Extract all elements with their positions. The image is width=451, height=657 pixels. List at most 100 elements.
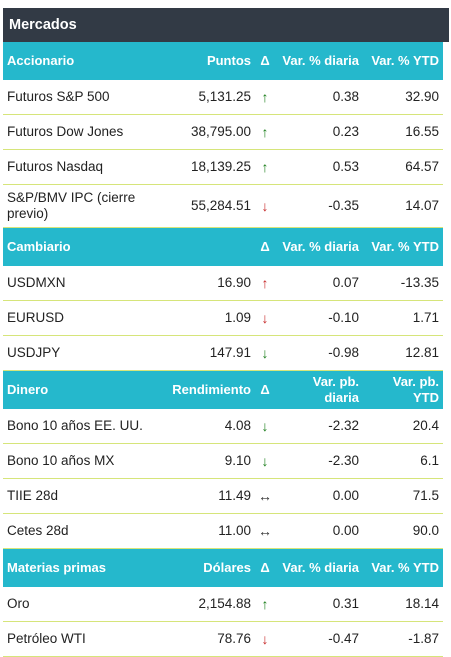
table-row: USDJPY 147.91 ↓ -0.98 12.81 <box>3 335 443 371</box>
instrument-value: 4.08 <box>158 409 255 444</box>
instrument-name: EURUSD <box>3 300 158 336</box>
change-arrow-icon: ↓ <box>255 300 275 336</box>
instrument-value: 78.76 <box>158 621 255 657</box>
daily-change: 0.23 <box>275 114 363 150</box>
ytd-column-header: Var. % YTD <box>363 42 443 80</box>
daily-change: 0.31 <box>275 587 363 622</box>
change-arrow-icon: ↑ <box>255 587 275 622</box>
instrument-name: Bono 10 años MX <box>3 443 158 479</box>
instrument-name: TIIE 28d <box>3 478 158 514</box>
table-row: Cetes 28d 11.00 ↔ 0.00 90.0 <box>3 513 443 549</box>
value-column-header: Dólares <box>158 548 255 587</box>
value-column-header: Puntos <box>158 42 255 80</box>
daily-change: -2.30 <box>275 443 363 479</box>
ytd-change: 64.57 <box>363 149 443 185</box>
instrument-name: Oro <box>3 587 158 622</box>
instrument-value: 9.10 <box>158 443 255 479</box>
table-row: Futuros Dow Jones 38,795.00 ↑ 0.23 16.55 <box>3 114 443 150</box>
instrument-value: 2,154.88 <box>158 587 255 622</box>
ytd-change: 20.4 <box>363 409 443 444</box>
delta-column-header: Δ <box>255 227 275 266</box>
table-row: Bono 10 años EE. UU. 4.08 ↓ -2.32 20.4 <box>3 409 443 444</box>
ytd-change: 14.07 <box>363 184 443 228</box>
ytd-change: 90.0 <box>363 513 443 549</box>
instrument-name: Futuros S&P 500 <box>3 80 158 115</box>
change-arrow-icon: ↑ <box>255 149 275 185</box>
ytd-change: 18.14 <box>363 587 443 622</box>
daily-change: -0.98 <box>275 335 363 371</box>
daily-change: 0.53 <box>275 149 363 185</box>
change-arrow-icon: ↔ <box>255 478 275 514</box>
daily-change: 0.38 <box>275 80 363 115</box>
instrument-value: 11.00 <box>158 513 255 549</box>
change-arrow-icon: ↑ <box>255 114 275 150</box>
daily-change: 0.00 <box>275 478 363 514</box>
table-row: S&P/BMV IPC (cierre previo) 55,284.51 ↓ -0.… <box>3 184 443 228</box>
daily-column-header: Var. pb. diaria <box>275 370 363 409</box>
table-row: USDMXN 16.90 ↑ 0.07 -13.35 <box>3 266 443 301</box>
section-title: Accionario <box>3 42 158 80</box>
instrument-value: 55,284.51 <box>158 184 255 228</box>
instrument-name: Futuros Dow Jones <box>3 114 158 150</box>
ytd-column-header: Var. % YTD <box>363 227 443 266</box>
ytd-change: -1.87 <box>363 621 443 657</box>
delta-column-header: Δ <box>255 370 275 409</box>
instrument-value: 1.09 <box>158 300 255 336</box>
instrument-name: USDMXN <box>3 266 158 301</box>
daily-change: 0.07 <box>275 266 363 301</box>
ytd-change: 12.81 <box>363 335 443 371</box>
section-title: Dinero <box>3 370 158 409</box>
ytd-change: 71.5 <box>363 478 443 514</box>
change-arrow-icon: ↓ <box>255 621 275 657</box>
instrument-name: Cetes 28d <box>3 513 158 549</box>
daily-change: -0.35 <box>275 184 363 228</box>
table-row: Futuros Nasdaq 18,139.25 ↑ 0.53 64.57 <box>3 149 443 185</box>
change-arrow-icon: ↓ <box>255 443 275 479</box>
section-header: Cambiario Δ Var. % diaria Var. % YTD <box>3 227 443 266</box>
ytd-change: 6.1 <box>363 443 443 479</box>
change-arrow-icon: ↑ <box>255 80 275 115</box>
instrument-name: S&P/BMV IPC (cierre previo) <box>3 184 158 228</box>
table-row: Futuros S&P 500 5,131.25 ↑ 0.38 32.90 <box>3 80 443 115</box>
instrument-name: Petróleo WTI <box>3 621 158 657</box>
change-arrow-icon: ↓ <box>255 409 275 444</box>
section-header: Accionario Puntos Δ Var. % diaria Var. % YTD <box>3 42 443 80</box>
section-header: Dinero Rendimiento Δ Var. pb. diaria Var. pb… <box>3 370 443 409</box>
daily-change: 0.00 <box>275 513 363 549</box>
ytd-change: 1.71 <box>363 300 443 336</box>
instrument-value: 11.49 <box>158 478 255 514</box>
table-row: Oro 2,154.88 ↑ 0.31 18.14 <box>3 587 443 622</box>
change-arrow-icon: ↓ <box>255 184 275 228</box>
daily-column-header: Var. % diaria <box>275 548 363 587</box>
delta-column-header: Δ <box>255 42 275 80</box>
value-column-header <box>158 227 255 266</box>
change-arrow-icon: ↓ <box>255 335 275 371</box>
instrument-value: 38,795.00 <box>158 114 255 150</box>
instrument-value: 16.90 <box>158 266 255 301</box>
panel-title: Mercados <box>3 8 449 42</box>
change-arrow-icon: ↑ <box>255 266 275 301</box>
table-row: Petróleo WTI 78.76 ↓ -0.47 -1.87 <box>3 621 443 657</box>
table-row: EURUSD 1.09 ↓ -0.10 1.71 <box>3 300 443 336</box>
daily-change: -2.32 <box>275 409 363 444</box>
instrument-name: USDJPY <box>3 335 158 371</box>
daily-change: -0.47 <box>275 621 363 657</box>
section-title: Cambiario <box>3 227 158 266</box>
ytd-change: -13.35 <box>363 266 443 301</box>
daily-column-header: Var. % diaria <box>275 227 363 266</box>
ytd-change: 16.55 <box>363 114 443 150</box>
instrument-value: 18,139.25 <box>158 149 255 185</box>
markets-panel: Mercados Accionario Puntos Δ Var. % diaria V… <box>3 8 449 657</box>
daily-column-header: Var. % diaria <box>275 42 363 80</box>
value-column-header: Rendimiento <box>158 370 255 409</box>
change-arrow-icon: ↔ <box>255 513 275 549</box>
instrument-name: Futuros Nasdaq <box>3 149 158 185</box>
markets-table: Accionario Puntos Δ Var. % diaria Var. % YTD… <box>3 42 443 657</box>
delta-column-header: Δ <box>255 548 275 587</box>
section-header: Materias primas Dólares Δ Var. % diaria Var.… <box>3 548 443 587</box>
instrument-value: 147.91 <box>158 335 255 371</box>
instrument-value: 5,131.25 <box>158 80 255 115</box>
instrument-name: Bono 10 años EE. UU. <box>3 409 158 444</box>
ytd-column-header: Var. % YTD <box>363 548 443 587</box>
ytd-column-header: Var. pb. YTD <box>363 370 443 409</box>
